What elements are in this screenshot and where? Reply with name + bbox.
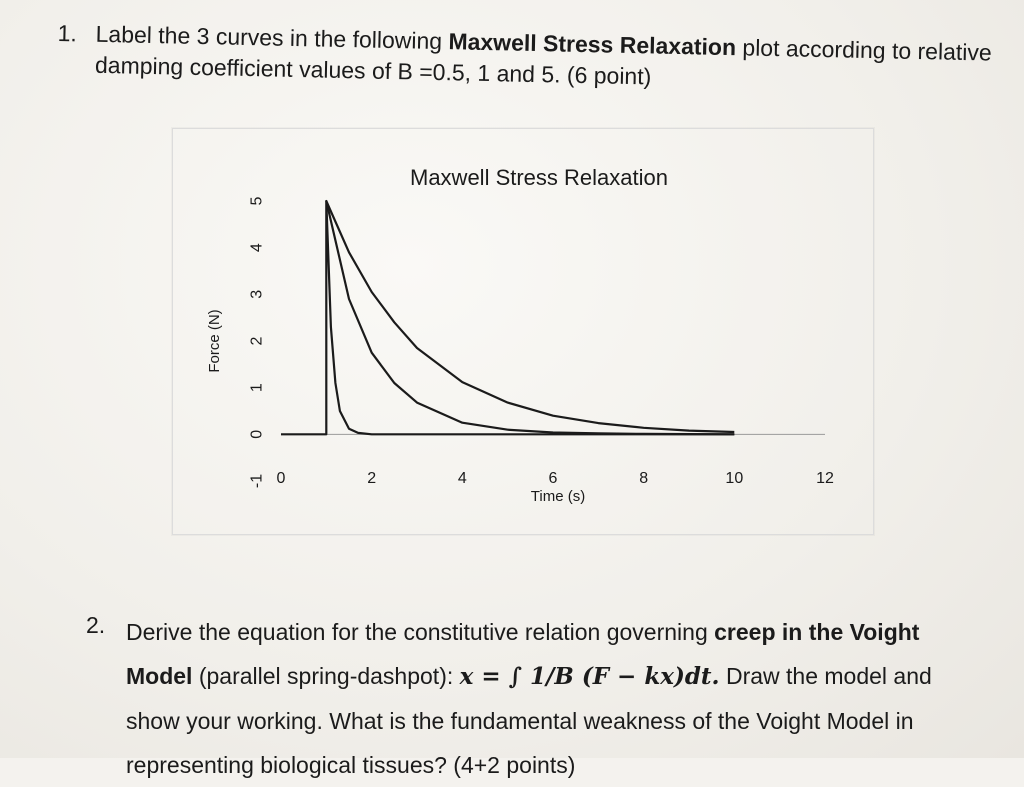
y-tick-label: 2 xyxy=(249,336,266,345)
y-tick-label: -1 xyxy=(249,474,266,488)
chart-title: Maxwell Stress Relaxation xyxy=(410,165,668,190)
question-2-bold: creep in the Voight Model xyxy=(126,619,920,689)
y-tick-label: 0 xyxy=(249,430,266,439)
x-tick-label: 2 xyxy=(367,470,376,487)
relaxation-curve-2 xyxy=(325,200,735,436)
y-tick-label: 4 xyxy=(249,243,266,252)
question-2-number: 2. xyxy=(86,612,106,638)
y-tick-label: 5 xyxy=(249,196,266,205)
x-tick-label: 0 xyxy=(277,470,286,487)
x-axis-label: Time (s) xyxy=(531,488,585,505)
question-2-text: Derive the equation for the constitutive… xyxy=(126,619,932,778)
y-tick-label: 3 xyxy=(249,290,266,299)
x-tick-label: 8 xyxy=(639,470,648,487)
x-tick-label: 4 xyxy=(458,470,467,487)
page-background xyxy=(0,0,1024,758)
y-axis-label: Force (N) xyxy=(206,309,223,372)
x-tick-label: 10 xyxy=(725,470,743,487)
maxwell-chart: Maxwell Stress Relaxation Force (N) Time… xyxy=(206,165,834,505)
voight-equation: x = ∫ 1/B (F − kx)dt. xyxy=(459,663,720,690)
relaxation-curve-3 xyxy=(325,200,735,434)
x-tick-label: 12 xyxy=(816,470,834,487)
question-2: 2. Derive the equation for the constitut… xyxy=(86,610,986,787)
y-tick-label: 1 xyxy=(249,383,266,392)
chart-frame: Maxwell Stress Relaxation Force (N) Time… xyxy=(172,128,874,535)
question-1-bold: Maxwell Stress Relaxation xyxy=(448,28,737,61)
x-tick-label: 6 xyxy=(549,470,558,487)
relaxation-curve-1 xyxy=(281,199,735,436)
question-1-number: 1. xyxy=(57,19,78,47)
